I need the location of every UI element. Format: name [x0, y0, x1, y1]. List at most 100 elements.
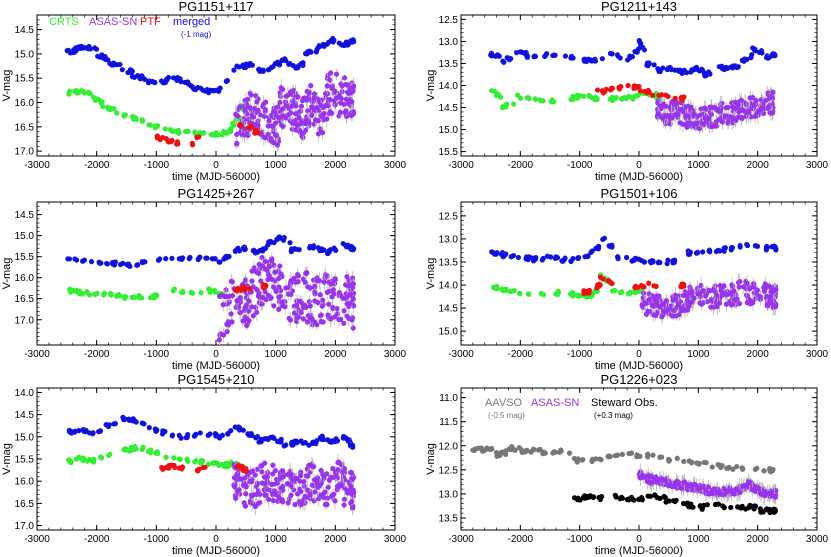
data-point	[87, 292, 93, 298]
data-point	[717, 282, 723, 289]
data-point	[262, 258, 269, 265]
data-point	[741, 58, 747, 64]
data-point	[271, 240, 277, 246]
data-point	[133, 117, 139, 123]
panel-pg1211-143: PG1211+143 -3000 -2000 -1000 0 1000 2000 3000 12…	[425, 0, 829, 183]
data-point	[215, 131, 221, 137]
data-point	[329, 85, 335, 91]
x-tick-label: -1000	[567, 349, 593, 360]
data-point	[655, 66, 661, 72]
data-point	[249, 268, 255, 274]
x-tick-label: -3000	[24, 160, 50, 171]
data-point	[532, 53, 539, 59]
data-point	[263, 99, 269, 105]
data-point	[768, 110, 774, 116]
data-point	[279, 57, 286, 63]
data-point	[663, 92, 669, 98]
data-point	[271, 303, 277, 309]
x-tick-label: 0	[213, 534, 219, 545]
data-point	[127, 67, 133, 73]
data-point	[315, 299, 321, 306]
data-point	[723, 113, 729, 119]
data-point	[551, 99, 557, 105]
data-point	[293, 103, 299, 109]
data-point	[294, 491, 301, 497]
data-point	[737, 244, 743, 250]
data-point	[288, 278, 294, 284]
data-point	[305, 108, 311, 114]
data-point	[666, 306, 672, 312]
data-point	[699, 66, 705, 72]
data-point	[308, 83, 314, 89]
series-crts	[66, 87, 246, 138]
data-point	[309, 104, 315, 110]
data-point	[325, 312, 331, 318]
panel-title: PG1211+143	[601, 0, 677, 14]
data-point	[250, 313, 256, 319]
data-point	[510, 101, 517, 107]
data-point	[311, 91, 317, 97]
data-point	[246, 308, 252, 314]
data-point	[588, 249, 594, 255]
data-point	[316, 496, 322, 502]
data-point	[266, 264, 272, 270]
data-point	[242, 475, 248, 481]
x-tick-label: -1000	[144, 534, 170, 545]
data-point	[312, 319, 318, 325]
data-point	[255, 130, 261, 136]
data-point	[721, 245, 727, 251]
data-point	[209, 256, 215, 262]
data-point	[152, 123, 159, 129]
data-point	[276, 234, 282, 240]
data-point	[539, 257, 545, 263]
data-point	[336, 290, 342, 296]
data-point	[238, 123, 244, 129]
data-point	[97, 54, 103, 60]
data-point	[159, 464, 165, 471]
data-point	[292, 117, 299, 123]
data-point	[279, 303, 286, 309]
data-point	[252, 503, 259, 510]
data-point	[750, 300, 756, 306]
data-point	[341, 308, 347, 314]
data-point	[646, 60, 652, 67]
data-point	[259, 301, 265, 307]
data-point	[637, 88, 643, 94]
data-point	[700, 249, 706, 255]
data-point	[641, 290, 647, 296]
data-point	[243, 491, 249, 497]
panel-title: PG1501+106	[601, 186, 678, 201]
data-point	[658, 92, 665, 98]
data-point	[728, 302, 734, 308]
data-point	[214, 460, 220, 466]
data-point	[341, 101, 347, 107]
data-point	[317, 482, 323, 489]
data-point	[647, 309, 653, 315]
data-point	[216, 259, 222, 265]
data-point	[252, 472, 258, 478]
data-point	[552, 255, 558, 261]
data-point	[344, 274, 350, 280]
data-point	[261, 113, 268, 119]
y-axis-label: V-mag	[425, 258, 437, 290]
plot-area	[65, 234, 357, 345]
data-point	[240, 318, 246, 324]
data-point	[315, 118, 321, 124]
data-point	[717, 108, 723, 114]
data-point	[340, 473, 347, 480]
data-point	[185, 80, 191, 86]
data-point	[719, 119, 725, 125]
data-point	[247, 105, 253, 111]
data-point	[678, 95, 685, 102]
data-point	[163, 464, 169, 470]
data-point	[530, 258, 537, 264]
data-point	[259, 480, 265, 486]
data-point	[321, 43, 327, 49]
data-point	[247, 498, 253, 504]
data-point	[730, 283, 736, 289]
data-point	[171, 462, 177, 469]
data-point	[570, 291, 576, 297]
data-point	[302, 493, 308, 499]
data-point	[262, 289, 268, 295]
x-tick-label: -3000	[24, 349, 50, 360]
